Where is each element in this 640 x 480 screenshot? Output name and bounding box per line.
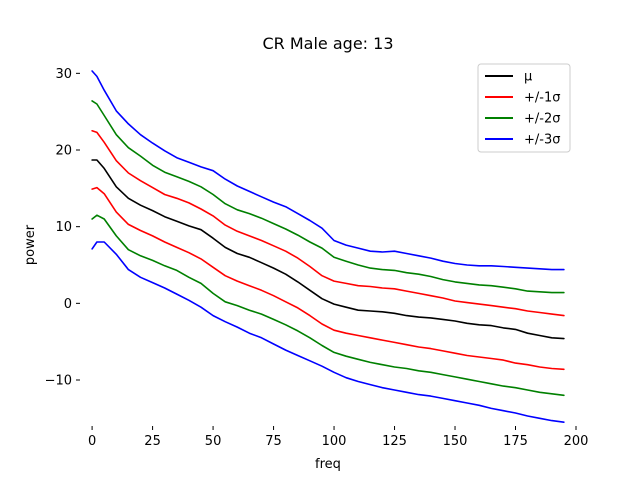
y-tick-label: 0 bbox=[64, 297, 72, 312]
series-line-1 bbox=[91, 130, 565, 317]
x-tick-label: 100 bbox=[322, 434, 347, 449]
legend-label: +/-3σ bbox=[524, 133, 560, 148]
legend-label: +/-2σ bbox=[524, 112, 560, 127]
plot-area bbox=[91, 70, 565, 424]
x-tick-label: 150 bbox=[443, 434, 468, 449]
x-tick-label: 25 bbox=[144, 434, 161, 449]
series-line-2 bbox=[91, 100, 565, 294]
legend-label: μ bbox=[524, 70, 532, 85]
legend-box bbox=[477, 63, 571, 153]
series-line-5 bbox=[91, 214, 565, 397]
y-axis: −10 0 10 20 30 bbox=[45, 67, 80, 389]
y-tick-label: 10 bbox=[55, 220, 72, 235]
series-line-6 bbox=[91, 241, 565, 424]
series-line-4 bbox=[91, 186, 565, 371]
legend-label: +/-1σ bbox=[524, 91, 560, 106]
y-tick-label: −10 bbox=[45, 374, 72, 389]
series-line-3 bbox=[91, 70, 565, 271]
x-tick-label: 125 bbox=[382, 434, 407, 449]
chart-title: CR Male age: 13 bbox=[263, 34, 394, 53]
x-tick-label: 175 bbox=[503, 434, 528, 449]
x-axis: 0 25 50 75 100 125 150 175 200 bbox=[88, 426, 588, 449]
series-line-0 bbox=[91, 159, 565, 340]
legend: μ +/-1σ +/-2σ +/-3σ bbox=[477, 63, 571, 153]
x-axis-label: freq bbox=[315, 457, 341, 472]
y-tick-label: 20 bbox=[55, 144, 72, 159]
x-tick-label: 50 bbox=[205, 434, 222, 449]
y-axis-label: power bbox=[23, 224, 38, 265]
y-tick-label: 30 bbox=[55, 67, 72, 82]
x-tick-label: 200 bbox=[564, 434, 589, 449]
x-tick-label: 75 bbox=[265, 434, 282, 449]
x-tick-label: 0 bbox=[88, 434, 96, 449]
